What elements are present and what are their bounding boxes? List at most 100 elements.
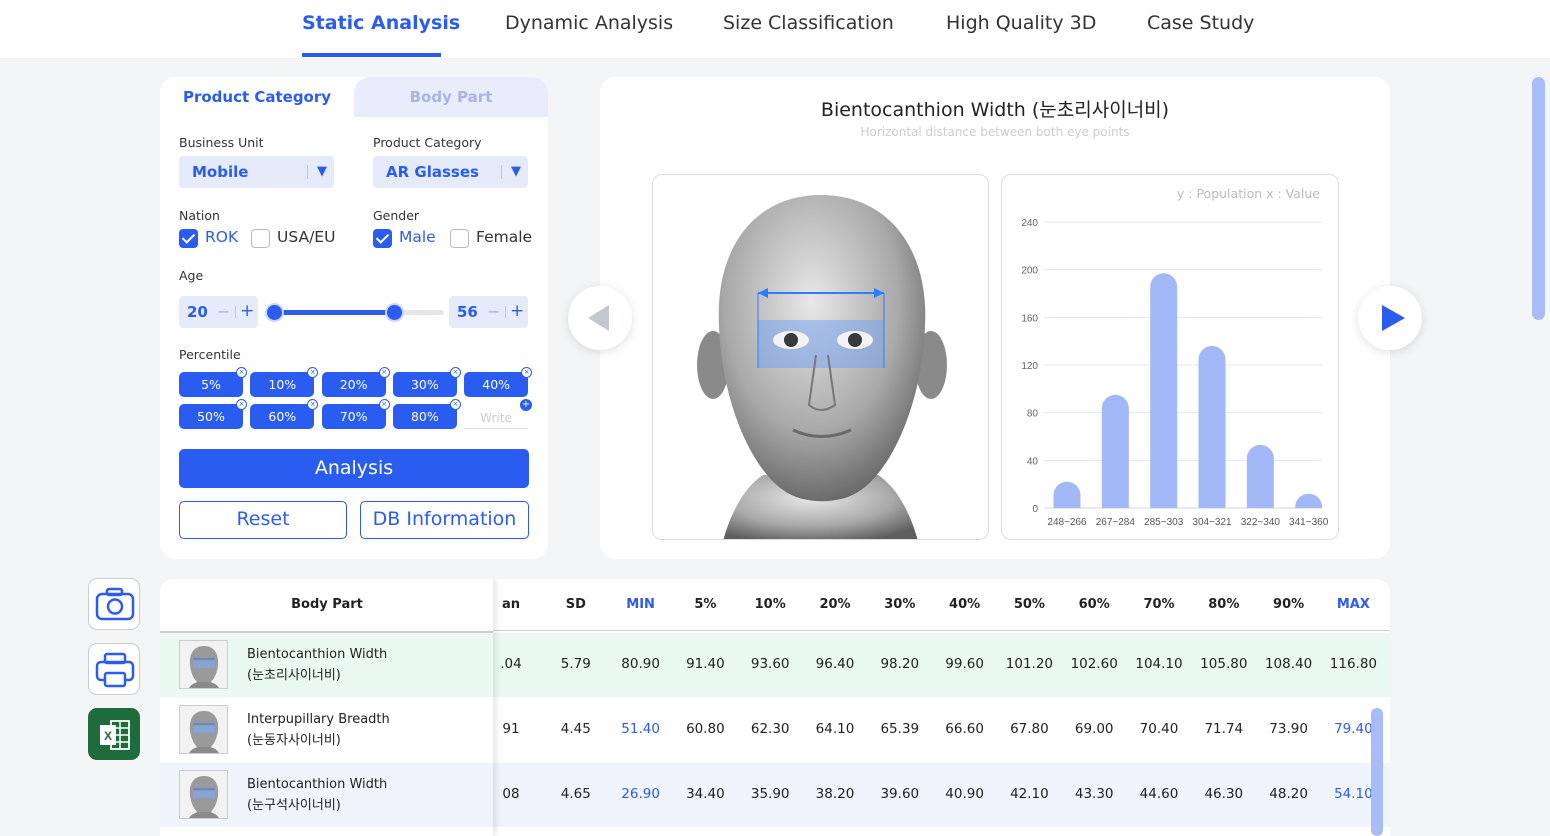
tab-body-part[interactable]: Body Part — [354, 77, 548, 117]
tab-high-quality-3d[interactable]: High Quality 3D — [946, 12, 1097, 34]
plus-icon[interactable]: + — [510, 301, 525, 321]
percentile-chip[interactable]: 20% × — [321, 367, 390, 397]
body-part-cell[interactable]: Bientocanthion Width (눈초리사이너비) — [160, 633, 493, 697]
column-header[interactable]: 20% — [819, 597, 851, 612]
percentile-chip-label: 40% — [482, 377, 511, 392]
next-button[interactable] — [1358, 286, 1422, 350]
remove-chip-icon[interactable]: × — [236, 367, 247, 378]
product-category-label: Product Category — [373, 135, 482, 150]
table-cell: 62.30 — [750, 721, 790, 737]
percentile-write-input[interactable]: Write + — [464, 399, 532, 429]
histogram-bar[interactable] — [1295, 493, 1323, 508]
table-cell: 40.90 — [945, 786, 984, 802]
age-min-handle[interactable] — [265, 303, 284, 322]
prev-button[interactable] — [568, 286, 632, 350]
column-header[interactable]: 80% — [1208, 597, 1240, 612]
minus-icon[interactable]: − — [217, 302, 231, 321]
nation-usa-eu-label[interactable]: USA/EU — [277, 228, 336, 246]
table-cell: 102.60 — [1070, 656, 1118, 672]
histogram-bar[interactable] — [1150, 273, 1178, 508]
tab-case-study[interactable]: Case Study — [1147, 12, 1255, 34]
reset-button[interactable]: Reset — [179, 501, 347, 539]
percentile-chip[interactable]: 70% × — [321, 399, 390, 429]
percentile-chip-label: 80% — [410, 409, 439, 424]
percentile-chip[interactable]: 50% × — [179, 399, 247, 429]
remove-chip-icon[interactable]: × — [449, 399, 461, 410]
column-header[interactable]: 70% — [1143, 597, 1175, 612]
table-cell: 91.40 — [686, 656, 725, 672]
gender-male-label[interactable]: Male — [399, 228, 436, 246]
histogram-bar[interactable] — [1246, 444, 1274, 508]
nation-rok-checkbox[interactable] — [179, 229, 198, 248]
percentile-chip[interactable]: 40% × — [464, 367, 533, 397]
nation-usa-eu-checkbox[interactable] — [251, 229, 270, 248]
column-header[interactable]: 10% — [754, 597, 786, 612]
remove-chip-icon[interactable]: × — [236, 399, 247, 410]
print-button[interactable] — [88, 643, 140, 695]
nation-rok-label[interactable]: ROK — [205, 228, 239, 246]
column-header[interactable]: 60% — [1078, 597, 1110, 612]
column-header[interactable]: 5% — [694, 597, 717, 612]
tab-size-classification[interactable]: Size Classification — [723, 12, 894, 34]
chart-axis-note: y : Population x : Value — [1176, 186, 1320, 201]
body-part-cell[interactable]: Interpupillary Breadth (눈동자사이너비) — [160, 698, 493, 762]
table-cell: 69.00 — [1074, 721, 1114, 737]
column-header[interactable]: SD — [565, 597, 586, 612]
column-header[interactable]: 90% — [1273, 597, 1305, 612]
analysis-button[interactable]: Analysis — [179, 449, 529, 488]
product-category-select[interactable]: AR Glasses ▼ — [373, 156, 528, 188]
remove-chip-icon[interactable]: × — [378, 367, 390, 378]
table-cell: 99.60 — [945, 656, 984, 672]
histogram-bar[interactable] — [1101, 394, 1129, 508]
page-scrollbar[interactable] — [1532, 77, 1545, 320]
table-cell: 96.40 — [815, 656, 855, 672]
minus-icon[interactable]: − — [487, 302, 501, 321]
age-range-fill — [274, 310, 395, 315]
gender-female-label[interactable]: Female — [476, 228, 533, 246]
capture-button[interactable] — [88, 578, 140, 630]
body-part-label: Bientocanthion Width (눈구석사이너비) — [247, 774, 387, 816]
db-information-button[interactable]: DB Information — [360, 501, 529, 539]
tab-static-analysis[interactable]: Static Analysis — [302, 12, 461, 34]
tab-product-category[interactable]: Product Category — [160, 77, 354, 117]
age-min-stepper[interactable]: 20 − + — [179, 296, 258, 328]
age-max-stepper[interactable]: 56 − + — [449, 296, 528, 328]
remove-chip-icon[interactable]: × — [521, 367, 533, 378]
plus-icon[interactable]: + — [240, 301, 255, 321]
column-header[interactable]: MAX — [1336, 597, 1370, 612]
gender-female-checkbox[interactable] — [450, 229, 469, 248]
percentile-chip[interactable]: 30% × — [392, 367, 461, 397]
business-unit-select[interactable]: Mobile ▼ — [179, 156, 334, 188]
remove-chip-icon[interactable]: × — [307, 399, 319, 410]
age-range-slider[interactable] — [274, 310, 444, 315]
gender-label: Gender — [373, 208, 420, 223]
y-tick-label: 0 — [1032, 504, 1038, 515]
percentile-chip[interactable]: 80% × — [392, 399, 461, 429]
percentile-chip[interactable]: 10% × — [250, 367, 319, 397]
remove-chip-icon[interactable]: × — [307, 367, 319, 378]
histogram-bar[interactable] — [1198, 345, 1226, 508]
column-header[interactable]: 50% — [1013, 597, 1045, 612]
add-percentile-icon[interactable]: + — [520, 399, 532, 411]
select-divider — [501, 165, 502, 179]
column-header[interactable]: MIN — [626, 597, 655, 612]
column-header[interactable]: an — [501, 597, 521, 612]
table-cell: .04 — [500, 656, 522, 672]
percentile-chip[interactable]: 5% × — [179, 367, 247, 397]
gender-male-checkbox[interactable] — [373, 229, 392, 248]
remove-chip-icon[interactable]: × — [449, 367, 461, 378]
column-header[interactable]: 30% — [884, 597, 916, 612]
table-cell: 80.90 — [621, 656, 660, 672]
table-cell: 26.90 — [621, 786, 660, 802]
percentile-chip[interactable]: 60% × — [250, 399, 319, 429]
excel-export-button[interactable]: X — [88, 708, 140, 760]
percentile-label: Percentile — [179, 347, 241, 362]
tab-dynamic-analysis[interactable]: Dynamic Analysis — [505, 12, 674, 34]
histogram-bar[interactable] — [1053, 481, 1081, 508]
body-part-cell[interactable]: Bientocanthion Width (눈구석사이너비) — [160, 763, 493, 827]
table-scrollbar[interactable] — [1371, 708, 1383, 836]
age-max-handle[interactable] — [385, 303, 404, 322]
remove-chip-icon[interactable]: × — [378, 399, 390, 410]
column-header[interactable]: 40% — [949, 597, 981, 612]
age-max-value: 56 — [457, 303, 478, 321]
